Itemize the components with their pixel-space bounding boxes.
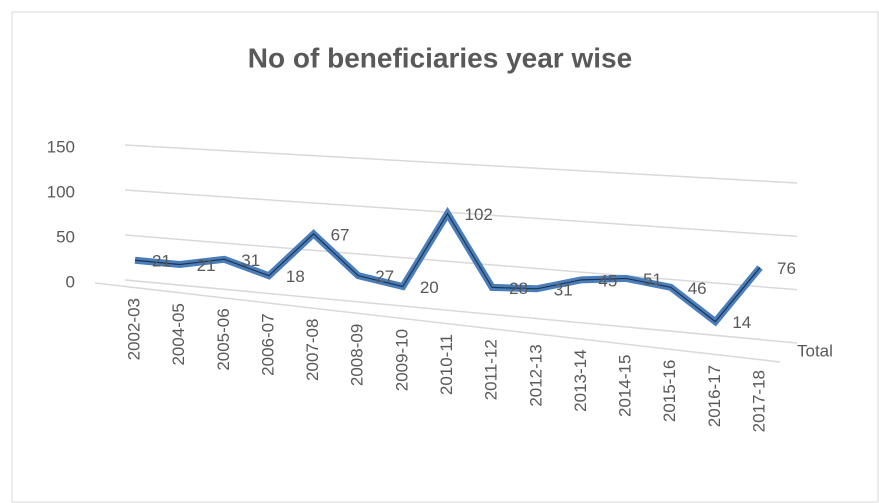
data-label: 67 xyxy=(331,225,350,244)
x-tick-label: 2009-10 xyxy=(392,329,411,391)
floor-edge xyxy=(94,282,781,363)
x-tick-label: 2004-05 xyxy=(169,303,188,365)
x-tick-label: 2010-11 xyxy=(437,334,456,395)
chart-frame xyxy=(11,11,879,503)
data-label: 102 xyxy=(465,205,493,224)
x-tick-label: 2017-18 xyxy=(749,370,768,432)
x-tick-label: 2016-17 xyxy=(705,365,724,427)
x-tick-label: 2013-14 xyxy=(571,349,590,411)
data-label: 76 xyxy=(777,259,796,278)
x-tick-label: 2015-16 xyxy=(660,360,679,422)
x-tick-label: 2012-13 xyxy=(526,344,545,406)
data-label: 14 xyxy=(732,313,751,332)
data-label: 31 xyxy=(241,251,260,270)
y-tick-label: 150 xyxy=(47,137,75,156)
grid-line xyxy=(124,279,798,344)
data-label: 46 xyxy=(688,279,707,298)
y-tick-label: 0 xyxy=(66,272,75,291)
data-label: 20 xyxy=(420,278,439,297)
x-tick-label: 2006-07 xyxy=(258,313,277,375)
data-label: 18 xyxy=(286,267,305,286)
grid-line xyxy=(124,189,798,238)
y-tick-label: 100 xyxy=(47,182,75,201)
data-label: 31 xyxy=(554,280,573,299)
grid-line xyxy=(124,144,798,184)
grid-line xyxy=(124,234,798,291)
x-tick-label: 2007-08 xyxy=(303,319,322,381)
x-tick-label: 2011-12 xyxy=(482,339,501,400)
x-tick-label: 2014-15 xyxy=(616,355,635,417)
chart-title: No of beneficiaries year wise xyxy=(248,42,632,73)
x-tick-label: 2005-06 xyxy=(214,308,233,370)
y-tick-label: 50 xyxy=(56,227,75,246)
data-label: 28 xyxy=(509,279,528,298)
data-label: 51 xyxy=(643,270,662,289)
data-label: 21 xyxy=(197,256,216,275)
legend-entry: Total xyxy=(797,341,833,360)
data-label: 21 xyxy=(152,252,171,271)
data-label: 45 xyxy=(598,271,617,290)
data-label: 27 xyxy=(375,267,394,286)
x-tick-label: 2008-09 xyxy=(348,324,367,386)
line-edge xyxy=(134,212,761,323)
x-tick-label: 2002-03 xyxy=(124,298,143,360)
